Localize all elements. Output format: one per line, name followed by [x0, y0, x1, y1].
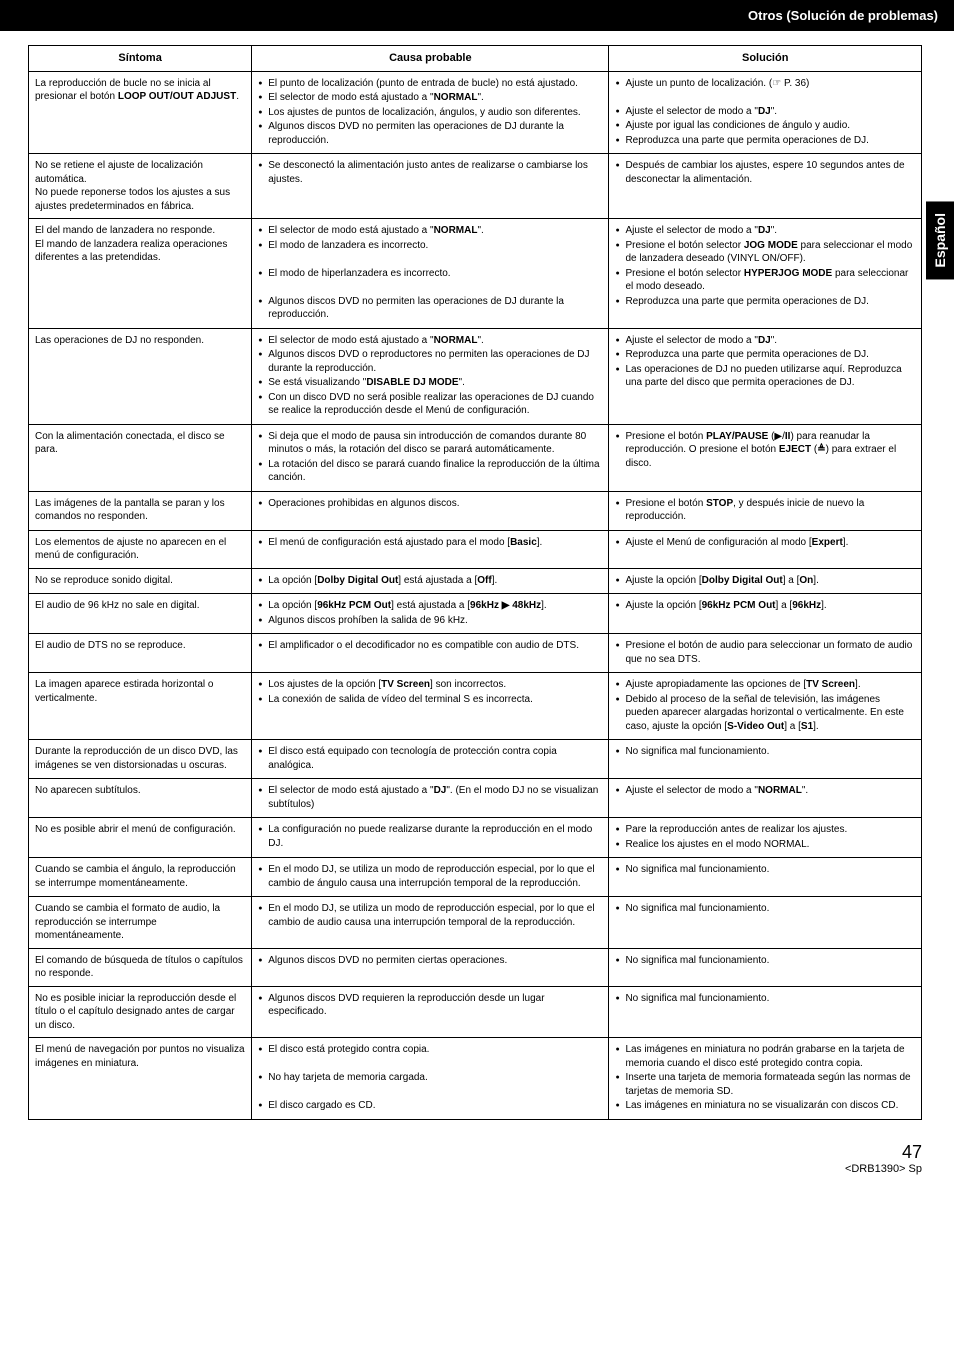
table-cell: El del mando de lanzadera no responde.El… — [29, 219, 252, 329]
table-cell: El selector de modo está ajustado a "NOR… — [252, 328, 609, 424]
table-cell: Ajuste el selector de modo a "DJ".Presio… — [609, 219, 922, 329]
table-cell: Ajuste el selector de modo a "DJ".Reprod… — [609, 328, 922, 424]
table-cell: El disco está equipado con tecnología de… — [252, 740, 609, 779]
table-cell: El disco está protegido contra copia.No … — [252, 1038, 609, 1120]
col-header-solution: Solución — [609, 46, 922, 72]
table-cell: No aparecen subtítulos. — [29, 779, 252, 818]
table-cell: Durante la reproducción de un disco DVD,… — [29, 740, 252, 779]
table-cell: No se retiene el ajuste de localización … — [29, 154, 252, 219]
table-cell: Presione el botón STOP, y después inicie… — [609, 491, 922, 530]
table-row: La imagen aparece estirada horizontal o … — [29, 673, 922, 740]
table-cell: Operaciones prohibidas en algunos discos… — [252, 491, 609, 530]
table-cell: Algunos discos DVD no permiten ciertas o… — [252, 948, 609, 986]
table-cell: En el modo DJ, se utiliza un modo de rep… — [252, 897, 609, 949]
table-cell: No significa mal funcionamiento. — [609, 897, 922, 949]
header-title: Otros (Solución de problemas) — [748, 8, 938, 23]
table-cell: La reproducción de bucle no se inicia al… — [29, 71, 252, 154]
table-cell: Ajuste apropiadamente las opciones de [T… — [609, 673, 922, 740]
table-cell: Ajuste el Menú de configuración al modo … — [609, 530, 922, 568]
table-row: El audio de DTS no se reproduce.El ampli… — [29, 634, 922, 673]
table-cell: No significa mal funcionamiento. — [609, 986, 922, 1038]
table-cell: Pare la reproducción antes de realizar l… — [609, 818, 922, 858]
table-cell: Presione el botón de audio para seleccio… — [609, 634, 922, 673]
table-cell: Ajuste el selector de modo a "NORMAL". — [609, 779, 922, 818]
table-row: No es posible abrir el menú de configura… — [29, 818, 922, 858]
table-cell: Ajuste la opción [96kHz PCM Out] a [96kH… — [609, 594, 922, 634]
table-row: No se retiene el ajuste de localización … — [29, 154, 922, 219]
content-area: Español Síntoma Causa probable Solución … — [0, 31, 954, 1134]
table-cell: Algunos discos DVD requieren la reproduc… — [252, 986, 609, 1038]
table-body: La reproducción de bucle no se inicia al… — [29, 71, 922, 1119]
footer: 47 <DRB1390> Sp — [0, 1134, 954, 1191]
table-cell: El selector de modo está ajustado a "DJ"… — [252, 779, 609, 818]
table-row: Los elementos de ajuste no aparecen en e… — [29, 530, 922, 568]
table-cell: Las imágenes de la pantalla se paran y l… — [29, 491, 252, 530]
language-tab: Español — [926, 201, 954, 279]
table-cell: Las operaciones de DJ no responden. — [29, 328, 252, 424]
table-cell: La opción [Dolby Digital Out] está ajust… — [252, 568, 609, 594]
table-row: El menú de navegación por puntos no visu… — [29, 1038, 922, 1120]
table-cell: Con la alimentación conectada, el disco … — [29, 424, 252, 491]
table-row: La reproducción de bucle no se inicia al… — [29, 71, 922, 154]
table-row: Cuando se cambia el formato de audio, la… — [29, 897, 922, 949]
table-cell: El audio de DTS no se reproduce. — [29, 634, 252, 673]
table-cell: No es posible iniciar la reproducción de… — [29, 986, 252, 1038]
table-cell: Los ajustes de la opción [TV Screen] son… — [252, 673, 609, 740]
table-cell: Los elementos de ajuste no aparecen en e… — [29, 530, 252, 568]
table-cell: La opción [96kHz PCM Out] está ajustada … — [252, 594, 609, 634]
table-cell: En el modo DJ, se utiliza un modo de rep… — [252, 858, 609, 897]
page-number: 47 — [902, 1142, 922, 1162]
table-cell: La imagen aparece estirada horizontal o … — [29, 673, 252, 740]
table-cell: El comando de búsqueda de títulos o capí… — [29, 948, 252, 986]
table-cell: Si deja que el modo de pausa sin introdu… — [252, 424, 609, 491]
table-cell: No es posible abrir el menú de configura… — [29, 818, 252, 858]
troubleshooting-table: Síntoma Causa probable Solución La repro… — [28, 45, 922, 1120]
table-cell: El menú de navegación por puntos no visu… — [29, 1038, 252, 1120]
table-cell: Ajuste un punto de localización. (☞ P. 3… — [609, 71, 922, 154]
header-bar: Otros (Solución de problemas) — [0, 0, 954, 31]
table-cell: Se desconectó la alimentación justo ante… — [252, 154, 609, 219]
table-row: El del mando de lanzadera no responde.El… — [29, 219, 922, 329]
table-cell: Las imágenes en miniatura no podrán grab… — [609, 1038, 922, 1120]
table-header-row: Síntoma Causa probable Solución — [29, 46, 922, 72]
table-row: No es posible iniciar la reproducción de… — [29, 986, 922, 1038]
table-cell: No significa mal funcionamiento. — [609, 740, 922, 779]
table-cell: El punto de localización (punto de entra… — [252, 71, 609, 154]
table-cell: El audio de 96 kHz no sale en digital. — [29, 594, 252, 634]
table-cell: El selector de modo está ajustado a "NOR… — [252, 219, 609, 329]
col-header-cause: Causa probable — [252, 46, 609, 72]
table-row: Durante la reproducción de un disco DVD,… — [29, 740, 922, 779]
table-row: El comando de búsqueda de títulos o capí… — [29, 948, 922, 986]
table-cell: Presione el botón PLAY/PAUSE (▶/II) para… — [609, 424, 922, 491]
table-row: Las operaciones de DJ no responden.El se… — [29, 328, 922, 424]
table-cell: La configuración no puede realizarse dur… — [252, 818, 609, 858]
table-cell: No significa mal funcionamiento. — [609, 948, 922, 986]
table-row: No aparecen subtítulos.El selector de mo… — [29, 779, 922, 818]
table-cell: No significa mal funcionamiento. — [609, 858, 922, 897]
table-cell: Después de cambiar los ajustes, espere 1… — [609, 154, 922, 219]
table-row: Las imágenes de la pantalla se paran y l… — [29, 491, 922, 530]
table-cell: Cuando se cambia el ángulo, la reproducc… — [29, 858, 252, 897]
table-row: No se reproduce sonido digital.La opción… — [29, 568, 922, 594]
col-header-symptom: Síntoma — [29, 46, 252, 72]
footer-code: <DRB1390> Sp — [845, 1163, 922, 1175]
table-cell: No se reproduce sonido digital. — [29, 568, 252, 594]
table-cell: Ajuste la opción [Dolby Digital Out] a [… — [609, 568, 922, 594]
table-row: Con la alimentación conectada, el disco … — [29, 424, 922, 491]
table-cell: Cuando se cambia el formato de audio, la… — [29, 897, 252, 949]
table-cell: El menú de configuración está ajustado p… — [252, 530, 609, 568]
table-row: Cuando se cambia el ángulo, la reproducc… — [29, 858, 922, 897]
language-label: Español — [932, 213, 948, 267]
table-row: El audio de 96 kHz no sale en digital.La… — [29, 594, 922, 634]
table-cell: El amplificador o el decodificador no es… — [252, 634, 609, 673]
